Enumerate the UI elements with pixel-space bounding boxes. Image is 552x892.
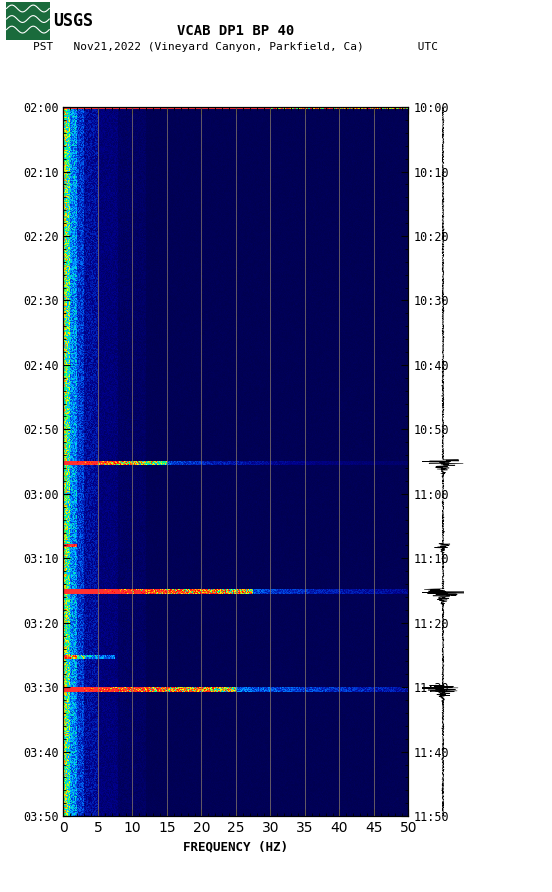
Text: VCAB DP1 BP 40: VCAB DP1 BP 40 — [177, 24, 295, 38]
X-axis label: FREQUENCY (HZ): FREQUENCY (HZ) — [183, 840, 289, 854]
Text: PST   Nov21,2022 (Vineyard Canyon, Parkfield, Ca)        UTC: PST Nov21,2022 (Vineyard Canyon, Parkfie… — [34, 42, 438, 53]
FancyBboxPatch shape — [6, 2, 50, 40]
Text: USGS: USGS — [53, 12, 93, 30]
